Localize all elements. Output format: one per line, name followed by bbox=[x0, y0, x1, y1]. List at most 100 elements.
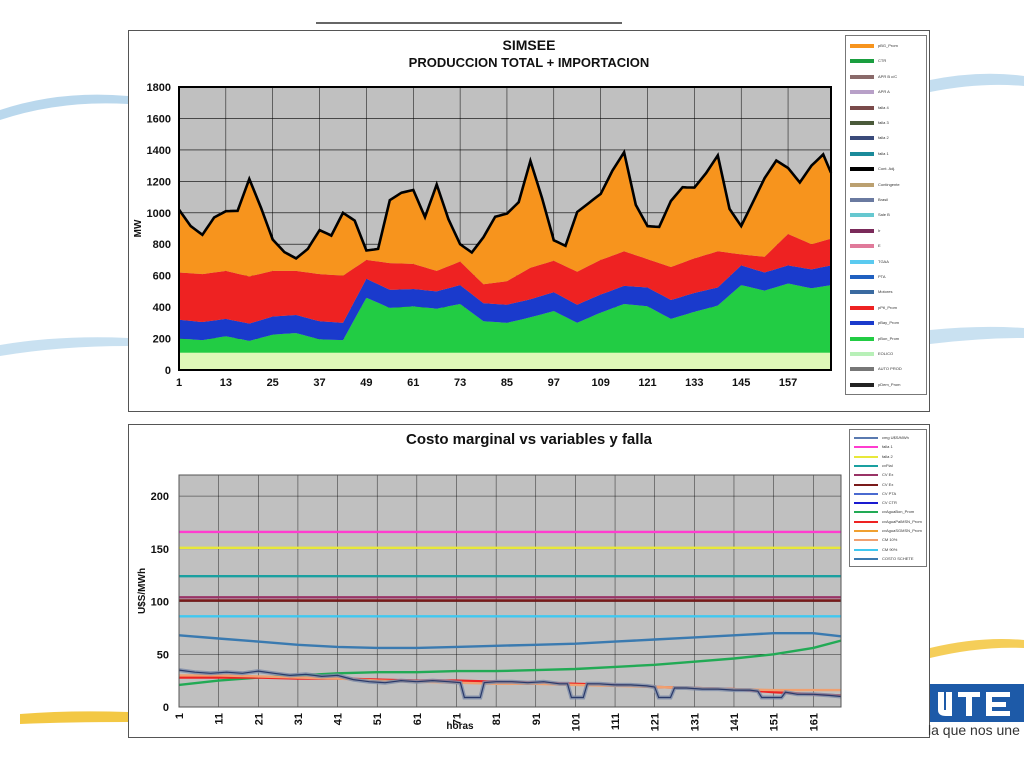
legend-swatch bbox=[850, 213, 874, 218]
legend-label: Cont. Adj. bbox=[878, 166, 896, 172]
legend-swatch bbox=[850, 305, 874, 310]
legend-label: EOLICO bbox=[878, 351, 894, 356]
x-tick-label: 51 bbox=[372, 713, 384, 725]
legend-label: pBon_Prom bbox=[878, 335, 900, 341]
y-tick-label: 1400 bbox=[147, 145, 171, 157]
area-pBay_Prom bbox=[179, 265, 831, 341]
legend-swatch bbox=[850, 321, 874, 326]
area-pBon_Prom bbox=[179, 283, 831, 370]
y-tick-label: 0 bbox=[163, 702, 169, 714]
chart2-title: Costo marginal vs variables y falla bbox=[406, 431, 652, 448]
legend-swatch bbox=[850, 90, 874, 95]
legend-swatch bbox=[854, 539, 878, 542]
plot-area bbox=[179, 475, 841, 707]
y-tick-label: 400 bbox=[153, 302, 171, 314]
chart2-legend: cmg U$S/MWh falla 1 falla 2 cvFtal CV Ex CV E… bbox=[849, 429, 927, 567]
legend-swatch bbox=[850, 244, 874, 249]
production-chart: 0 200 400 600 800 1000 1200 1400 1600 1800 1 13 25 37… bbox=[133, 82, 833, 389]
legend-swatch bbox=[850, 59, 874, 64]
legend-swatch bbox=[854, 483, 878, 486]
legend-swatch bbox=[854, 502, 878, 505]
x-tick-label: 97 bbox=[548, 377, 560, 389]
y-tick-label: 200 bbox=[151, 491, 169, 503]
x-tick-label: 71 bbox=[451, 713, 463, 725]
legend-swatch bbox=[854, 437, 878, 439]
legend-swatch bbox=[850, 182, 874, 187]
chart1-legend: pBG_Prom CTR APR B c/C APR A falla 4 falla 3 f… bbox=[845, 35, 927, 395]
x-tick-label: 1 bbox=[176, 377, 182, 389]
production-chart-panel: SIMSEE PRODUCCION TOTAL + IMPORTACION 0 2… bbox=[128, 30, 930, 412]
legend-swatch bbox=[850, 151, 874, 156]
x-tick-label: 81 bbox=[491, 713, 503, 725]
legend-label: Contingente bbox=[878, 181, 900, 187]
x-axis-label: horas bbox=[446, 721, 474, 732]
y-tick-label: 800 bbox=[153, 239, 171, 251]
x-tick-label: 73 bbox=[454, 377, 466, 389]
x-tick-label: 37 bbox=[313, 377, 325, 389]
legend-label: cvAguaPalMSN_Prom bbox=[882, 518, 922, 524]
y-tick-label: 100 bbox=[151, 597, 169, 609]
x-tick-label: 1 bbox=[174, 713, 186, 719]
legend-label: CV PTA bbox=[882, 490, 897, 496]
legend-label: CTR bbox=[878, 58, 887, 64]
y-axis-label: U$S/MWh bbox=[137, 568, 148, 614]
y-tick-label: 1800 bbox=[147, 82, 171, 94]
y-tick-label: 600 bbox=[153, 271, 171, 283]
x-tick-label: 121 bbox=[650, 713, 662, 731]
legend-label: falla 4 bbox=[878, 104, 889, 110]
legend-label: APR A bbox=[878, 89, 890, 95]
legend-swatch bbox=[850, 275, 874, 279]
x-tick-label: 21 bbox=[253, 713, 265, 725]
legend-swatch bbox=[850, 167, 874, 172]
legend-swatch bbox=[850, 121, 874, 125]
legend-swatch bbox=[850, 367, 874, 372]
total-demand-line bbox=[177, 148, 833, 260]
chart1-subtitle: PRODUCCION TOTAL + IMPORTACION bbox=[408, 55, 650, 70]
x-tick-label: 61 bbox=[407, 377, 419, 389]
legend-swatch bbox=[850, 74, 874, 79]
plot-border bbox=[178, 474, 842, 708]
legend-label: CV Ex bbox=[882, 472, 894, 478]
x-tick-label: 31 bbox=[293, 713, 305, 725]
legend-label: falla 1 bbox=[878, 150, 889, 156]
legend-label: CV Ex bbox=[882, 481, 894, 487]
legend-label: CM 90% bbox=[882, 546, 898, 552]
x-tick-label: 157 bbox=[779, 377, 797, 389]
line-cmg U$S/MWh bbox=[178, 669, 842, 699]
legend-swatch bbox=[854, 455, 878, 458]
x-tick-label: 61 bbox=[412, 713, 424, 725]
brand-logo bbox=[930, 684, 1024, 722]
legend-swatch bbox=[850, 290, 874, 295]
legend-label: pBG_Prom bbox=[878, 43, 898, 48]
x-tick-label: 11 bbox=[214, 713, 226, 725]
legend-swatch bbox=[854, 492, 878, 495]
x-tick-label: 161 bbox=[808, 713, 820, 731]
x-tick-label: 85 bbox=[501, 377, 513, 389]
marginal-cost-chart-panel: Costo marginal vs variables y falla 0 50 1… bbox=[128, 424, 930, 738]
legend-label: falla 2 bbox=[878, 135, 889, 141]
area-pPtI_Prom bbox=[179, 234, 831, 324]
legend-label: Brasil bbox=[878, 197, 889, 202]
x-tick-label: 101 bbox=[570, 713, 582, 731]
legend-swatch bbox=[850, 105, 874, 110]
legend-label: falla 2 bbox=[882, 453, 893, 459]
x-tick-label: 111 bbox=[610, 713, 622, 730]
legend-label: cvAguaBon_Prom bbox=[882, 509, 915, 515]
legend-swatch bbox=[854, 520, 878, 523]
legend-swatch bbox=[854, 557, 878, 560]
x-tick-label: 13 bbox=[220, 377, 232, 389]
y-tick-label: 150 bbox=[151, 544, 169, 556]
legend-label: PTA bbox=[878, 274, 886, 279]
legend-swatch bbox=[854, 511, 878, 514]
legend-swatch bbox=[850, 382, 874, 387]
legend-swatch bbox=[854, 548, 878, 551]
legend-label: AUTO PROD bbox=[878, 366, 902, 372]
legend-label: E bbox=[878, 243, 881, 249]
x-tick-label: 133 bbox=[685, 377, 703, 389]
x-tick-label: 109 bbox=[591, 377, 609, 389]
legend-label: CM 10% bbox=[882, 537, 898, 543]
x-tick-label: 25 bbox=[267, 377, 279, 389]
y-tick-label: 50 bbox=[157, 649, 169, 661]
legend-label: CV CTR bbox=[882, 500, 897, 506]
